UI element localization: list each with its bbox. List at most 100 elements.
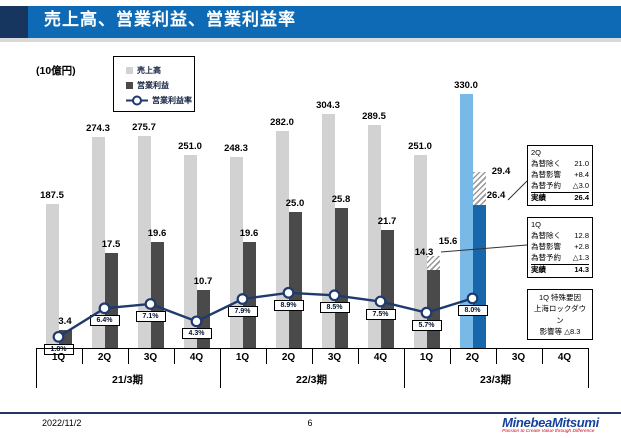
fx-row-label: 為替影響 xyxy=(531,241,561,251)
revenue-value-label: 289.5 xyxy=(362,111,386,123)
x-axis-quarter-label: 3Q xyxy=(511,352,526,363)
op-income-value-label: 14.3 xyxy=(414,247,434,258)
op-income-value-label: 25.8 xyxy=(331,193,351,205)
revenue-bar xyxy=(45,203,59,348)
op-income-bar xyxy=(472,204,486,348)
op-margin-percent-label: 8.5% xyxy=(319,302,350,314)
axis-unit-label: (10億円) xyxy=(36,65,76,77)
fx-row-label: 実績 xyxy=(531,192,546,202)
revenue-bar xyxy=(183,154,197,348)
op-income-value-label: 3.4 xyxy=(58,315,72,327)
x-axis-fiscal-year-label: 22/3期 xyxy=(296,374,327,386)
revenue-value-label: 274.3 xyxy=(86,122,110,134)
op-margin-percent-label: 7.5% xyxy=(365,308,396,320)
revenue-value-label: 187.5 xyxy=(40,189,64,201)
revenue-value-label: 248.3 xyxy=(224,142,248,154)
special-factor-line: 1Q 特殊要因 xyxy=(538,293,582,302)
quarter-tick xyxy=(127,348,129,364)
op-income-bar xyxy=(288,212,302,348)
footer-rule xyxy=(0,412,621,414)
revenue-value-label: 251.0 xyxy=(408,140,432,152)
quarter-tick xyxy=(495,348,497,364)
op-income-swatch-icon xyxy=(126,82,133,89)
line-marker-icon xyxy=(126,95,148,106)
op-income-value-label: 21.7 xyxy=(377,216,397,228)
year-separator-tick xyxy=(403,348,405,388)
logo-text: MinebeaMitsumi xyxy=(502,415,599,430)
quarter-tick xyxy=(449,348,451,364)
fx-row-value: 21.0 xyxy=(574,158,589,168)
year-separator-tick xyxy=(587,348,589,388)
quarter-tick xyxy=(311,348,313,364)
special-factor-line: 影響等 △8.3 xyxy=(539,326,581,336)
op-margin-percent-label: 7.1% xyxy=(135,310,166,322)
legend-label: 営業利益 xyxy=(137,81,169,90)
x-axis-quarter-label: 2Q xyxy=(281,352,296,363)
op-income-value-label: 26.4 xyxy=(486,190,506,201)
x-axis-quarter-label: 2Q xyxy=(97,352,112,363)
quarter-tick xyxy=(173,348,175,364)
revenue-bar xyxy=(275,130,289,348)
fx-row-value: 14.3 xyxy=(574,264,589,274)
legend-item-op-income: 営業利益 xyxy=(126,78,194,93)
revenue-swatch-icon xyxy=(126,67,133,74)
legend-item-op-margin: 営業利益率 xyxy=(126,93,194,108)
op-margin-percent-label: 4.3% xyxy=(181,328,212,340)
op-income-bar xyxy=(150,241,164,348)
revenue-value-label: 330.0 xyxy=(454,79,478,91)
fx-row-label: 為替除く xyxy=(531,230,561,240)
x-axis-quarter-label: 3Q xyxy=(143,352,158,363)
logo-tagline: Passion to Create Value through Differen… xyxy=(502,429,595,434)
revenue-value-label: 251.0 xyxy=(178,140,202,152)
op-income-bar xyxy=(104,252,118,348)
op-income-hatch-extension xyxy=(472,172,486,205)
op-income-value-label: 25.0 xyxy=(285,198,305,210)
fx-row-value: △1.3 xyxy=(572,252,589,262)
x-axis-quarter-label: 1Q xyxy=(235,352,250,363)
fx-row: 為替影響 +2.8 xyxy=(531,242,589,253)
header-shadow xyxy=(0,38,621,42)
op-income-value-label: 19.6 xyxy=(239,227,259,239)
revenue-value-label: 282.0 xyxy=(270,116,294,128)
x-axis-quarter-label: 4Q xyxy=(557,352,572,363)
x-axis-quarter-label: 1Q xyxy=(419,352,434,363)
legend-label: 営業利益率 xyxy=(152,96,192,105)
x-axis-quarter-label: 1Q xyxy=(51,352,66,363)
year-separator-tick xyxy=(35,348,37,388)
x-axis-fiscal-year-label: 21/3期 xyxy=(112,374,143,386)
revenue-value-label: 304.3 xyxy=(316,99,340,111)
quarter-tick xyxy=(541,348,543,364)
op-margin-percent-label: 6.4% xyxy=(89,315,120,327)
fx-box-title: 2Q xyxy=(531,148,542,157)
x-axis-fiscal-year-label: 23/3期 xyxy=(480,374,511,386)
fx-row: 為替除く 21.0 xyxy=(531,159,589,170)
revenue-bar xyxy=(229,156,243,348)
x-axis-quarter-label: 4Q xyxy=(373,352,388,363)
fx-row-value: △3.0 xyxy=(572,180,589,190)
fx-row-label: 為替除く xyxy=(531,158,561,168)
special-factor-line: 上海ロックダウン xyxy=(533,304,587,325)
company-logo: MinebeaMitsumi Passion to Create Value t… xyxy=(502,416,599,436)
fx-row: 為替影響 +8.4 xyxy=(531,170,589,181)
fx-row: 為替予約 △1.3 xyxy=(531,253,589,264)
op-income-bar xyxy=(426,270,440,348)
x-axis-quarter-label: 2Q xyxy=(465,352,480,363)
revenue-bar xyxy=(459,93,473,348)
op-income-value-label: 10.7 xyxy=(193,275,213,287)
hatch-top-value-label: 15.6 xyxy=(438,236,458,247)
op-margin-percent-label: 8.9% xyxy=(273,299,304,311)
op-income-bar xyxy=(242,241,256,348)
footer-page-number: 6 xyxy=(307,418,313,428)
op-income-hatch-extension xyxy=(426,256,440,271)
op-income-bar xyxy=(334,207,348,348)
fx-box-title: 1Q xyxy=(531,220,542,229)
quarter-tick xyxy=(265,348,267,364)
fx-breakdown-box-1q: 1Q 為替除く 12.8 為替影響 +2.8 為替予約 △1.3 実績 14.3 xyxy=(527,217,593,279)
fx-row: 為替予約 △3.0 xyxy=(531,181,589,192)
legend-label: 売上高 xyxy=(137,66,161,75)
fx-breakdown-box-2q: 2Q 為替除く 21.0 為替影響 +8.4 為替予約 △3.0 実績 26.4 xyxy=(527,145,593,207)
footer-date: 2022/11/2 xyxy=(42,418,82,428)
hatch-top-value-label: 29.4 xyxy=(491,166,511,177)
page-title: 売上高、営業利益、営業利益率 xyxy=(44,10,296,29)
